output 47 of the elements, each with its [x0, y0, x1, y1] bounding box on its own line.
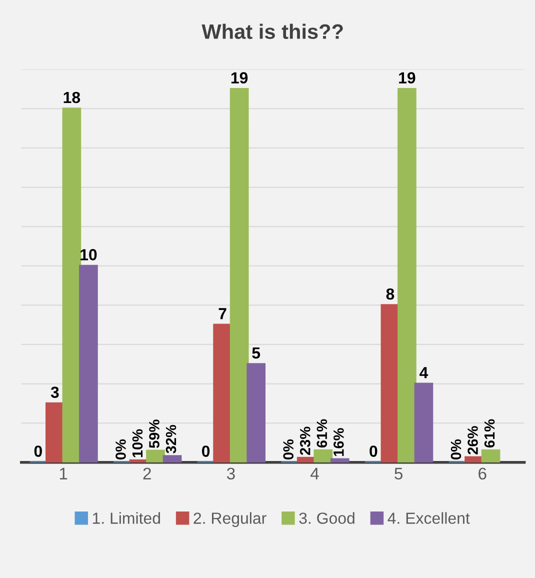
bar — [46, 402, 64, 462]
data-label: 0% — [283, 439, 294, 460]
bar — [314, 449, 333, 462]
data-label: 3 — [50, 386, 59, 398]
data-label: 32% — [166, 424, 176, 454]
legend-label: 4. Excellent — [388, 512, 470, 524]
legend-label: 1. Limited — [92, 512, 160, 524]
bar — [481, 449, 500, 462]
bar — [146, 450, 165, 462]
data-label: 19 — [399, 72, 416, 84]
data-label: 0 — [34, 446, 42, 457]
data-label: 0 — [202, 446, 210, 457]
bar — [62, 108, 82, 462]
bar — [246, 363, 266, 462]
data-label: 0% — [116, 439, 126, 460]
data-label: 23% — [300, 426, 310, 456]
data-label: 10% — [132, 429, 143, 458]
bar — [330, 458, 350, 462]
legend-label: 2. Regular — [194, 512, 266, 528]
x-tick-label: 6 — [478, 468, 486, 480]
data-label: 8 — [386, 288, 394, 300]
data-label: 26% — [468, 426, 478, 454]
bar — [213, 324, 232, 462]
x-tick-label: 5 — [394, 468, 403, 480]
x-tick-label: 1 — [60, 468, 68, 480]
data-label: 59% — [149, 420, 160, 448]
bar — [398, 88, 416, 462]
x-tick-label: 4 — [310, 468, 319, 480]
data-label: 19 — [231, 72, 248, 84]
data-label: 5 — [252, 347, 260, 359]
data-label: 7 — [218, 308, 226, 320]
bar — [464, 456, 484, 462]
legend-label: 3. Good — [299, 512, 354, 524]
data-label: 0 — [370, 446, 378, 457]
x-tick-label: 2 — [143, 468, 151, 480]
x-tick-label: 3 — [226, 468, 235, 480]
chart-title: What is this?? — [202, 24, 343, 40]
bar — [230, 88, 249, 462]
data-label: 61% — [316, 419, 328, 448]
bar — [414, 382, 434, 462]
data-label: 61% — [484, 419, 495, 448]
bar — [162, 455, 182, 462]
data-label: 18 — [64, 92, 80, 104]
data-label: 16% — [333, 428, 344, 456]
data-label: 4 — [420, 367, 428, 378]
data-label: 0% — [450, 439, 462, 460]
bar — [79, 264, 98, 462]
